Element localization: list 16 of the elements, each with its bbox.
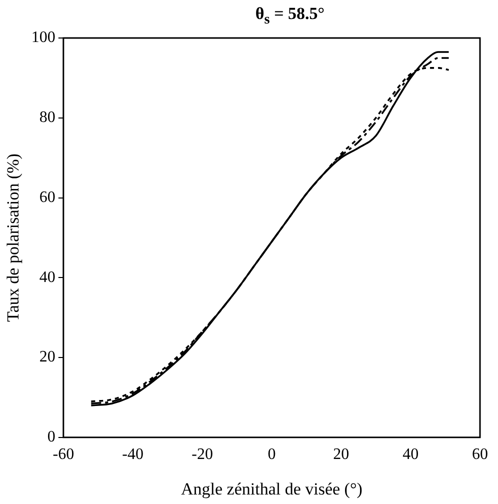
y-tick-label: 20 (39, 348, 56, 366)
x-axis-title: Angle zénithal de visée (°) (180, 479, 362, 498)
x-tick-label: -40 (122, 446, 144, 464)
y-axis-title: Taux de polarisation (%) (4, 154, 23, 322)
x-tick-label: -20 (192, 446, 213, 464)
y-tick-label: 60 (39, 188, 56, 206)
x-tick-label: -60 (52, 446, 74, 464)
y-tick-label: 40 (39, 268, 56, 286)
y-tick-label: 100 (31, 29, 56, 46)
y-tick-label: 80 (39, 109, 56, 126)
chart-title: θ$_{s}$ = 58.5° (254, 4, 326, 28)
x-tick-label: 0 (268, 446, 276, 464)
x-tick-label: 20 (333, 446, 350, 464)
y-tick-label: 0 (47, 428, 56, 446)
x-tick-label: 60 (472, 446, 488, 464)
x-tick-label: 40 (402, 446, 419, 464)
